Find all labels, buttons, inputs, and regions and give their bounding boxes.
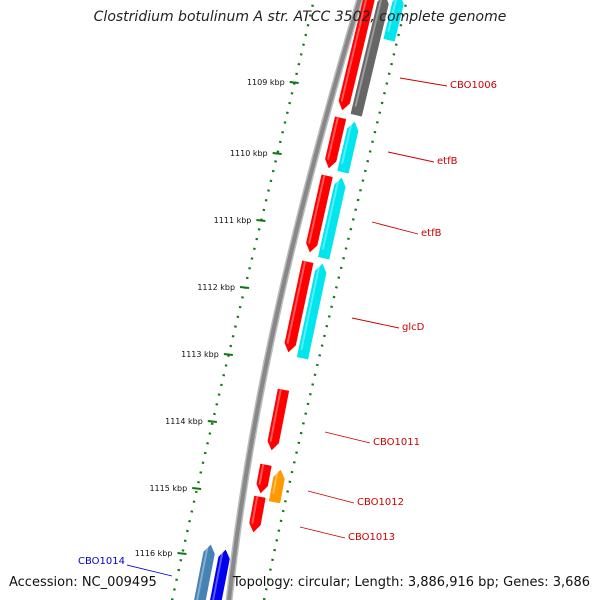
kbp-tick-mark: [256, 219, 266, 222]
gene-cbo1014-arrow: [210, 549, 230, 600]
gene-label: CBO1011: [373, 437, 420, 448]
gene-label: CBO1014: [78, 556, 125, 567]
gene-etfb2-arrow: [318, 177, 346, 260]
gene-cbo1011-arrow: [267, 388, 290, 451]
gene-features: [194, 0, 404, 600]
outer-dot-ring: [262, 0, 409, 600]
gene-leader-line: [399, 77, 448, 87]
gene-cbo1012-arrow-shine: [272, 469, 279, 494]
gene-leader-line: [351, 317, 400, 329]
kbp-tick-mark: [289, 81, 299, 84]
gene-label: etfB: [421, 228, 442, 239]
gene-etfb2-fwd-arrow: [306, 174, 333, 253]
accession-text: Accession: NC_009495: [9, 575, 157, 590]
gene-glcd-fwd-arrow-shine: [286, 261, 307, 344]
gene-cbo1012-fwd-arrow: [256, 463, 272, 494]
gene-etfb1-fwd-arrow-shine: [327, 117, 339, 160]
kbp-tick-mark: [223, 353, 233, 356]
kbp-tick-label: 1114 kbp: [165, 417, 203, 426]
gene-label: etfB: [437, 156, 458, 167]
gene-cbo1005-arrow: [338, 0, 375, 111]
kbp-tick-mark: [272, 152, 282, 155]
gene-cbo1013-arrow-shine: [251, 496, 259, 524]
inner-dot-ring: [170, 0, 316, 600]
gene-etfb1-arrow-shine: [341, 121, 353, 164]
gene-leader-line: [299, 526, 346, 539]
kbp-tick-mark: [192, 487, 202, 490]
gene-cbo1014-steel-arrow: [194, 544, 215, 600]
gene-leader-line: [324, 431, 371, 444]
gene-glcd-arrow-shine: [300, 263, 321, 350]
gene-etfb1-arrow: [337, 121, 359, 174]
gene-label: CBO1012: [357, 497, 404, 508]
gene-leader-line: [307, 490, 355, 504]
gene-label: CBO1013: [348, 532, 395, 543]
gene-cbo1013-arrow: [249, 495, 266, 533]
gene-etfb1-fwd-arrow: [325, 116, 347, 169]
gene-leader-line: [371, 221, 419, 235]
gene-label: glcD: [402, 322, 425, 333]
kbp-tick-label: 1109 kbp: [247, 78, 285, 87]
backbone-line: [227, 0, 362, 600]
gene-cbo1005-arrow-shine: [340, 0, 368, 102]
kbp-tick-mark: [239, 286, 250, 289]
gene-leader-line: [387, 151, 435, 163]
kbp-tick-label: 1111 kbp: [214, 216, 252, 225]
gene-leader-line: [126, 564, 173, 577]
gene-cbo1014-arrow-shine: [212, 549, 224, 600]
gene-top-cyan-arrow-shine: [387, 0, 397, 32]
gene-label: CBO1006: [450, 80, 497, 91]
kbp-tick-mark: [177, 552, 187, 555]
gene-cbo1012-fwd-arrow-shine: [258, 464, 265, 485]
kbp-tick-label: 1115 kbp: [149, 484, 187, 493]
kbp-tick-label: 1116 kbp: [135, 549, 173, 558]
kbp-tick-label: 1110 kbp: [230, 149, 268, 158]
genome-summary: Topology: circular; Length: 3,886,916 bp…: [232, 575, 590, 590]
tick-dot-rings: [170, 0, 409, 600]
gene-cbo1011-arrow-shine: [269, 389, 282, 442]
gene-cbo1014-steel-arrow-shine: [196, 544, 209, 600]
kbp-tick-label: 1112 kbp: [197, 283, 235, 292]
kbp-tick-mark: [207, 420, 217, 423]
gene-cbo1012-arrow: [268, 469, 285, 504]
gene-cbo1006-arrow-shine: [354, 0, 383, 107]
backbone-ring: [225, 0, 364, 600]
gene-glcd-arrow: [296, 263, 327, 360]
gene-top-cyan-arrow: [383, 0, 404, 42]
gene-etfb2-fwd-arrow-shine: [308, 175, 326, 244]
kbp-tick-label: 1113 kbp: [181, 350, 219, 359]
kbp-ticks: 1109 kbp 1110 kbp 1111 kbp 1112 kbp 1113 kbp…: [135, 78, 299, 558]
gene-cbo1006-arrow: [350, 0, 389, 117]
gene-etfb2-arrow-shine: [321, 177, 340, 250]
gene-labels: CBO1006 etfB etfB glcD CBO1011 CBO1012 CBO1013…: [78, 77, 497, 577]
map-title: Clostridium botulinum A str. ATCC 3502, …: [93, 9, 507, 25]
gene-glcd-fwd-arrow: [284, 260, 314, 353]
